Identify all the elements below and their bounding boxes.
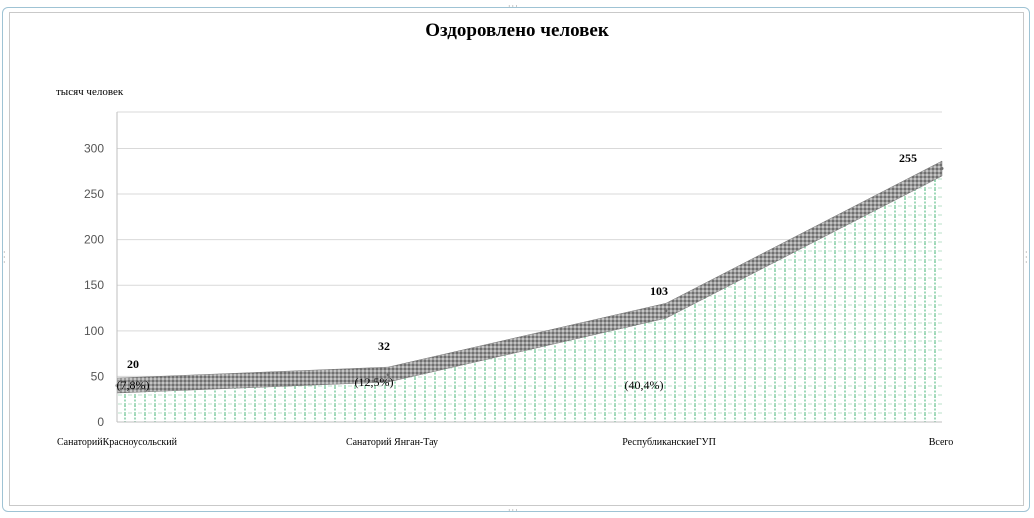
x-tick-label-1: Санаторий Янган-Тау bbox=[346, 437, 438, 448]
y-tick-label-6: 300 bbox=[84, 141, 104, 155]
percent-label-2: (40,4%) bbox=[625, 378, 664, 392]
chart-frame-outer bbox=[2, 7, 1030, 512]
data-label-1: 32 bbox=[378, 339, 390, 353]
percent-label-1: (12,5%) bbox=[355, 375, 394, 389]
x-tick-label-2: РеспубликанскиеГУП bbox=[622, 437, 716, 448]
x-tick-label-0: СанаторийКрасноусольский bbox=[57, 437, 178, 448]
data-point-3 bbox=[940, 167, 944, 171]
data-point-2 bbox=[664, 309, 668, 313]
data-point-1 bbox=[386, 373, 390, 377]
area-top-band bbox=[116, 160, 943, 394]
chart-area-border bbox=[9, 12, 1024, 506]
y-tick-label-3: 150 bbox=[84, 278, 104, 292]
x-tick-label-3: Всего bbox=[929, 437, 954, 448]
resize-handle-top[interactable]: ··· bbox=[508, 2, 519, 11]
data-label-3: 255 bbox=[899, 151, 917, 165]
area-fill bbox=[117, 168, 942, 422]
data-label-0: 20 bbox=[127, 357, 139, 371]
chart-title: Оздоровлено человек bbox=[425, 20, 609, 41]
y-axis-unit-label: тысяч человек bbox=[56, 86, 124, 98]
resize-handle-bottom[interactable]: ··· bbox=[508, 506, 519, 515]
y-tick-label-5: 250 bbox=[84, 187, 104, 201]
y-tick-label-2: 100 bbox=[84, 324, 104, 338]
y-tick-label-0: 0 bbox=[97, 415, 104, 429]
resize-handle-right[interactable]: · · · bbox=[1025, 248, 1029, 267]
resize-handle-left[interactable]: · · · bbox=[3, 248, 7, 267]
data-label-2: 103 bbox=[650, 284, 668, 298]
y-tick-label-1: 50 bbox=[91, 369, 105, 383]
percent-label-0: (7,8%) bbox=[117, 378, 150, 392]
y-tick-label-4: 200 bbox=[84, 233, 104, 247]
